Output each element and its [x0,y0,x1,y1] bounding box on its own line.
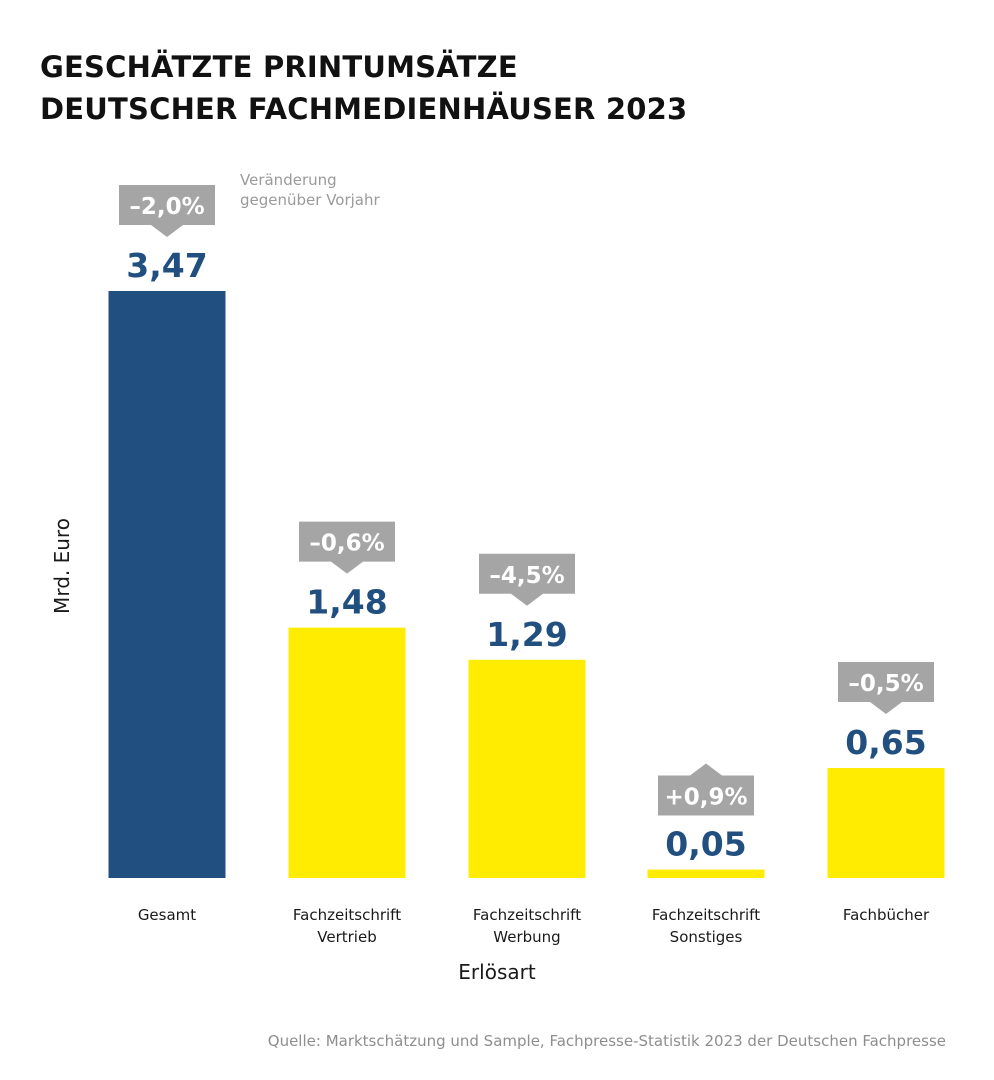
chart-title: GESCHÄTZTE PRINTUMSÄTZE DEUTSCHER FACHME… [40,46,940,130]
category-label-1-line-1: Gesamt [138,906,196,924]
value-label-3: 1,29 [486,615,567,654]
value-label-4: 0,05 [665,825,746,864]
change-badge-5 [838,662,934,715]
bar-3 [468,659,586,878]
change-legend-note-line-2: gegenüber Vorjahr [240,191,380,209]
category-label-2-line-2: Vertrieb [317,928,376,946]
bar-2 [288,627,406,878]
y-axis-label: Mrd. Euro [50,518,74,614]
category-label-3-line-2: Werbung [493,928,560,946]
value-label-5: 0,65 [845,723,926,762]
value-label-1: 3,47 [126,246,207,285]
change-badge-1 [119,185,215,237]
category-label-2-line-1: Fachzeitschrift [293,906,401,924]
category-label-4-line-2: Sonstiges [670,928,743,946]
change-label-1: –2,0% [129,194,204,220]
change-label-5: –0,5% [848,671,923,697]
change-label-2: –0,6% [309,531,384,557]
value-label-2: 1,48 [306,583,387,622]
bar-5 [827,768,945,878]
chart-title-line-1: GESCHÄTZTE PRINTUMSÄTZE [40,50,518,84]
bar-1 [108,291,226,878]
change-legend-note: Veränderung gegenüber Vorjahr [240,170,380,210]
category-label-4-line-1: Fachzeitschrift [652,906,760,924]
source-note: Quelle: Marktschätzung und Sample, Fachp… [267,1032,946,1050]
chart-title-line-2: DEUTSCHER FACHMEDIENHÄUSER 2023 [40,92,688,126]
change-badge-4 [658,763,754,816]
change-label-3: –4,5% [489,563,564,589]
category-label-5-line-1: Fachbücher [843,906,930,924]
change-badge-3 [479,553,575,606]
change-badge-2 [299,521,395,574]
x-axis-label: Erlösart [458,960,536,984]
change-legend-note-line-1: Veränderung [240,171,337,189]
bar-4 [647,869,765,878]
category-label-3-line-1: Fachzeitschrift [473,906,581,924]
change-label-4: +0,9% [664,785,747,811]
